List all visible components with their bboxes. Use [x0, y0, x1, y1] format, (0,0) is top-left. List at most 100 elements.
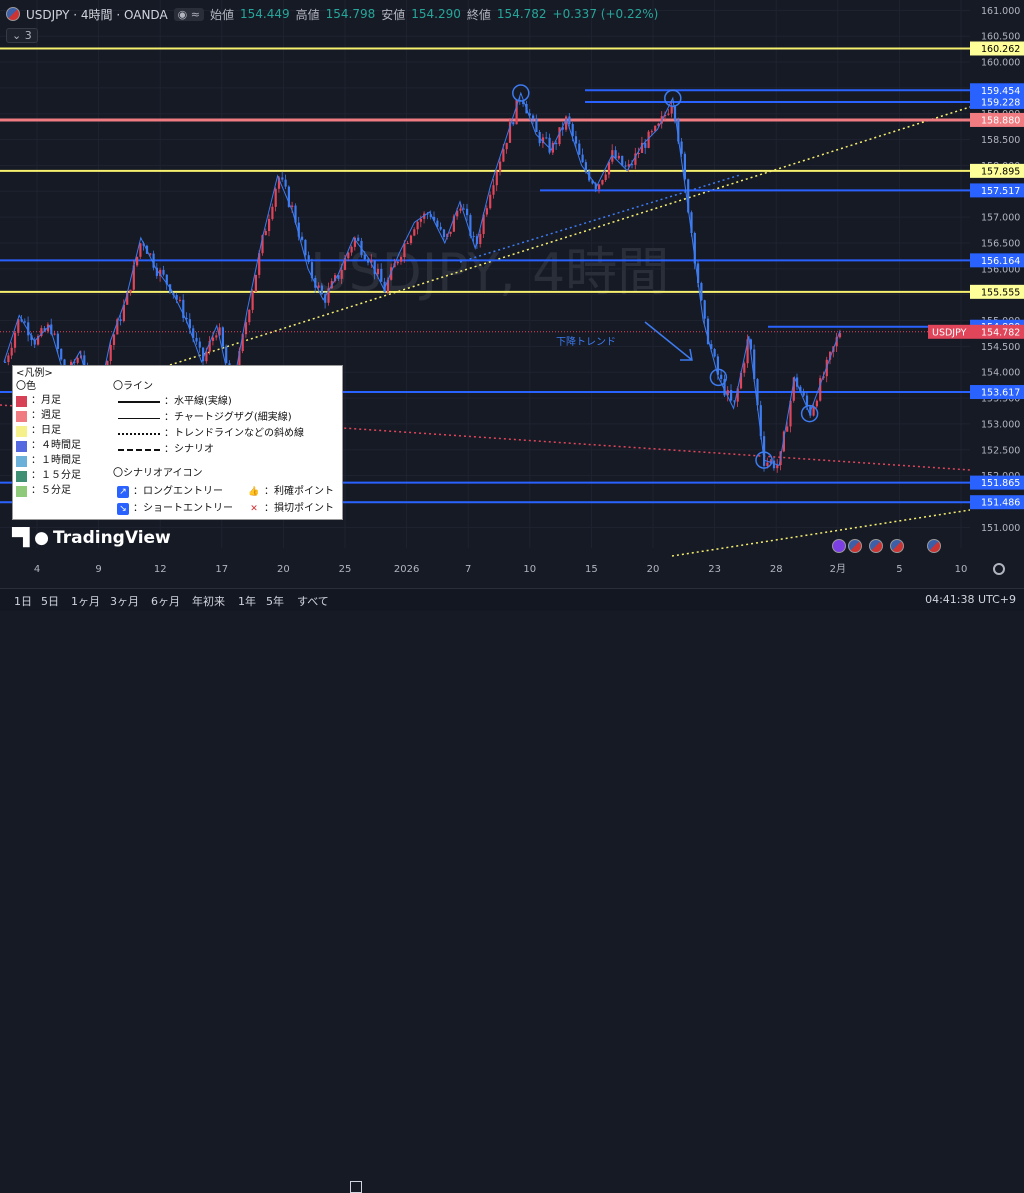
candle-body[interactable]	[287, 186, 290, 207]
candle-body[interactable]	[720, 374, 723, 379]
candle-body[interactable]	[337, 275, 340, 279]
candle-body[interactable]	[7, 355, 10, 363]
timeframe-button[interactable]: すべて	[297, 595, 329, 608]
candle-body[interactable]	[202, 347, 205, 362]
candle-body[interactable]	[403, 243, 406, 258]
candle-body[interactable]	[624, 165, 627, 167]
candle-body[interactable]	[561, 127, 564, 130]
candle-body[interactable]	[188, 319, 191, 329]
candle-body[interactable]	[838, 333, 842, 338]
candle-body[interactable]	[545, 137, 548, 139]
candle-body[interactable]	[185, 317, 188, 320]
candle-body[interactable]	[789, 400, 792, 427]
candle-body[interactable]	[83, 355, 86, 369]
candle-body[interactable]	[640, 142, 644, 153]
candle-body[interactable]	[621, 155, 624, 166]
candle-body[interactable]	[248, 309, 251, 323]
candle-body[interactable]	[528, 113, 531, 116]
candle-body[interactable]	[462, 208, 465, 210]
candle-body[interactable]	[139, 243, 142, 257]
candle-body[interactable]	[466, 208, 469, 216]
candle-body[interactable]	[713, 349, 716, 357]
candle-body[interactable]	[829, 351, 832, 360]
event-lightning-icon[interactable]	[832, 539, 846, 553]
candle-body[interactable]	[310, 262, 314, 278]
candle-body[interactable]	[815, 400, 818, 407]
candle-body[interactable]	[317, 285, 320, 288]
candle-body[interactable]	[165, 274, 168, 285]
candle-body[interactable]	[442, 229, 446, 237]
candle-body[interactable]	[617, 155, 620, 159]
candle-body[interactable]	[716, 356, 719, 375]
candle-body[interactable]	[238, 351, 241, 379]
us-event-flag-icon[interactable]	[927, 539, 941, 553]
candle-body[interactable]	[805, 395, 809, 407]
candle-body[interactable]	[776, 465, 779, 469]
candle-body[interactable]	[274, 188, 277, 207]
candle-body[interactable]	[683, 153, 686, 180]
candle-body[interactable]	[370, 260, 373, 263]
candle-body[interactable]	[792, 377, 795, 401]
candle-body[interactable]	[489, 194, 492, 209]
candle-body[interactable]	[221, 327, 224, 347]
candle-body[interactable]	[706, 318, 710, 345]
timeframe-button[interactable]: 5年	[266, 595, 284, 608]
candle-body[interactable]	[37, 336, 40, 345]
candle-body[interactable]	[182, 299, 185, 318]
candle-body[interactable]	[499, 161, 502, 172]
candle-body[interactable]	[347, 252, 350, 259]
candle-body[interactable]	[119, 319, 122, 322]
candle-body[interactable]	[343, 258, 347, 270]
candle-body[interactable]	[406, 243, 409, 245]
candle-body[interactable]	[198, 341, 201, 348]
candle-body[interactable]	[17, 319, 20, 333]
candle-body[interactable]	[756, 379, 759, 406]
candle-body[interactable]	[581, 154, 584, 163]
candle-body[interactable]	[449, 231, 452, 234]
candle-body[interactable]	[551, 142, 554, 153]
us-event-flag-icon[interactable]	[848, 539, 862, 553]
candle-body[interactable]	[654, 125, 657, 132]
candle-body[interactable]	[763, 436, 766, 466]
candle-body[interactable]	[409, 235, 413, 244]
candle-body[interactable]	[350, 246, 353, 253]
candle-body[interactable]	[802, 391, 805, 396]
candle-body[interactable]	[505, 142, 508, 150]
tradingview-logo[interactable]: ▀▌● TradingView	[12, 528, 171, 548]
candle-body[interactable]	[574, 136, 578, 144]
candle-body[interactable]	[532, 115, 535, 119]
candle-body[interactable]	[485, 208, 488, 215]
candle-body[interactable]	[772, 460, 776, 469]
symbol-title[interactable]: USDJPY · 4時間 · OANDA	[26, 7, 168, 22]
candle-body[interactable]	[723, 378, 726, 396]
indicator-toggle[interactable]: ⌄ 3	[6, 28, 38, 43]
candle-body[interactable]	[746, 339, 749, 364]
candle-body[interactable]	[502, 149, 505, 162]
candle-body[interactable]	[122, 304, 125, 322]
candle-body[interactable]	[495, 171, 498, 186]
candle-body[interactable]	[27, 322, 30, 336]
candle-body[interactable]	[492, 185, 495, 195]
candle-body[interactable]	[555, 142, 558, 145]
candle-body[interactable]	[416, 221, 419, 230]
candle-body[interactable]	[670, 106, 673, 114]
candle-body[interactable]	[479, 234, 482, 244]
candle-body[interactable]	[208, 340, 211, 352]
candle-body[interactable]	[76, 357, 79, 363]
candle-body[interactable]	[726, 390, 729, 396]
candle-body[interactable]	[109, 344, 112, 361]
timeframe-button[interactable]: 5日	[41, 595, 59, 608]
candle-body[interactable]	[43, 328, 46, 332]
candle-body[interactable]	[320, 285, 323, 295]
candle-body[interactable]	[759, 405, 762, 437]
candle-body[interactable]	[413, 229, 416, 236]
candle-body[interactable]	[782, 431, 785, 452]
candle-body[interactable]	[30, 335, 33, 340]
candle-body[interactable]	[56, 333, 59, 349]
candle-body[interactable]	[155, 267, 158, 276]
candle-body[interactable]	[657, 123, 660, 126]
candle-body[interactable]	[373, 260, 376, 275]
candle-body[interactable]	[367, 259, 370, 263]
candle-body[interactable]	[819, 378, 822, 401]
candle-body[interactable]	[129, 289, 132, 293]
